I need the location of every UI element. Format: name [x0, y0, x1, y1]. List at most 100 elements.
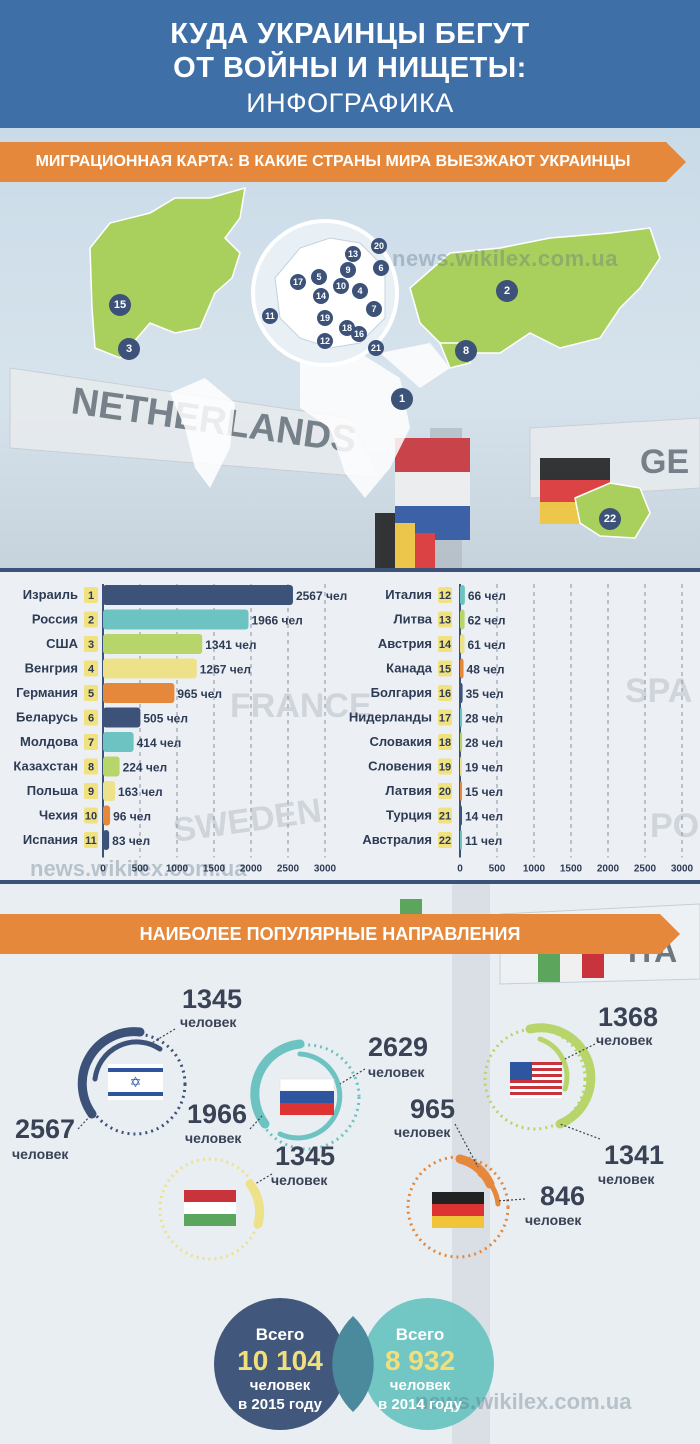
total-2015-number: 10 104 [237, 1345, 323, 1376]
category-label: Германия [16, 685, 78, 700]
bar [103, 658, 197, 679]
israel-top-value: 1345 [182, 984, 243, 1014]
rank-box [84, 807, 98, 824]
south-america-land [170, 378, 235, 488]
value-label: 62 чел [468, 614, 506, 628]
tick-label: 3000 [314, 864, 337, 875]
popular-directions-section: ITA ✡ [0, 884, 700, 1444]
rank-box [438, 685, 452, 701]
bar [460, 658, 464, 679]
sign-ge: GE [640, 443, 689, 481]
tick-label: 1000 [523, 864, 546, 875]
unit-label: человек [525, 1212, 582, 1228]
marker-label: 21 [370, 343, 381, 353]
tick-label: 1500 [560, 864, 583, 875]
marker-label: 7 [371, 304, 377, 314]
usa-arc-2015 [525, 1023, 596, 1129]
category-label: Израиль [23, 587, 78, 602]
rank-box [84, 636, 98, 652]
tick-label: 3000 [671, 864, 694, 875]
value-label: 14 чел [465, 810, 503, 824]
map-marker: 2 [496, 280, 518, 302]
map-marker: 6 [373, 260, 389, 276]
rank-box [438, 587, 452, 603]
hungary-flag [184, 1190, 236, 1202]
rank-box [84, 660, 98, 677]
unit-label: человек [271, 1172, 328, 1188]
bar [103, 707, 141, 728]
rank-number: 20 [439, 786, 451, 798]
ribbon-popular-title: НАИБОЛЕЕ ПОПУЛЯРНЫЕ НАПРАВЛЕНИЯ [0, 914, 680, 954]
rank-box [84, 758, 98, 775]
total-2015-top: Всего [255, 1325, 305, 1344]
marker-label: 17 [292, 277, 303, 287]
middle-east-land [380, 343, 450, 388]
rank-number: 13 [439, 615, 451, 627]
marker-label: 12 [319, 336, 330, 346]
map-marker: 11 [262, 308, 278, 324]
marker-label: 19 [319, 313, 330, 323]
rank-box [84, 611, 98, 628]
tick-label: 0 [100, 864, 106, 875]
total-2014: Всего 8 932 человек в 2014 году [355, 1299, 485, 1429]
total-2014-number: 8 932 [384, 1345, 456, 1376]
map-marker: 10 [333, 278, 349, 294]
rank-box [438, 758, 452, 775]
svg-text:✡: ✡ [130, 1074, 142, 1090]
category-label: США [46, 636, 78, 651]
value-label: 28 чел [465, 712, 503, 726]
bar [460, 756, 462, 777]
category-label: Испания [23, 832, 78, 847]
value-label: 66 чел [468, 589, 506, 603]
bar [460, 707, 463, 728]
germany-arc-2014 [477, 1171, 501, 1207]
total-2014-top: Всего [395, 1325, 445, 1344]
rank-number: 9 [88, 786, 94, 798]
watermark: news.wikilex.com.ua [30, 856, 247, 880]
germany-bottom-value: 846 [540, 1181, 586, 1211]
value-label: 224 чел [123, 761, 168, 775]
rank-box [438, 709, 452, 726]
value-label: 505 чел [143, 712, 188, 726]
rank-number: 16 [439, 688, 451, 700]
sign-sweden: SWEDEN [171, 792, 324, 850]
rank-number: 6 [88, 713, 94, 725]
tick-label: 2500 [277, 864, 300, 875]
marker-label: 15 [113, 299, 127, 311]
map-marker: 5 [311, 269, 327, 285]
israel-arc-2015 [77, 1027, 145, 1119]
rank-number: 21 [439, 811, 451, 823]
rank-box [438, 611, 452, 628]
map-marker: 14 [313, 288, 329, 304]
category-label: Молдова [20, 734, 79, 749]
bar [460, 683, 463, 703]
marker-label: 6 [378, 263, 384, 273]
unit-label: человек [394, 1124, 451, 1140]
watermark: news.wikilex.com.ua [415, 1389, 632, 1414]
marker-label: 14 [315, 291, 326, 301]
rank-number: 11 [85, 835, 97, 847]
israel-bottom-value: 2567 [15, 1114, 76, 1144]
map-marker: 3 [118, 338, 140, 360]
bar [103, 585, 293, 605]
rank-number: 15 [439, 664, 451, 676]
unit-label: человек [596, 1032, 653, 1048]
category-label: Латвия [385, 783, 432, 798]
rank-number: 7 [88, 737, 94, 749]
category-label: Словакия [369, 734, 432, 749]
rank-number: 17 [439, 713, 451, 725]
unit-label: человек [598, 1171, 655, 1187]
usa-bottom-value: 1341 [604, 1140, 665, 1170]
value-label: 2567 чел [296, 589, 347, 603]
rank-box [84, 587, 98, 603]
marker-label: 22 [603, 513, 617, 525]
category-label: Литва [393, 612, 432, 627]
category-label: Беларусь [16, 710, 78, 725]
value-label: 163 чел [118, 785, 163, 799]
total-2015-line1: человек [249, 1377, 311, 1394]
map-marker: 9 [340, 262, 356, 278]
value-label: 414 чел [137, 736, 182, 750]
russia-top-value: 2629 [368, 1032, 429, 1062]
rank-box [438, 636, 452, 652]
bar [103, 830, 110, 850]
